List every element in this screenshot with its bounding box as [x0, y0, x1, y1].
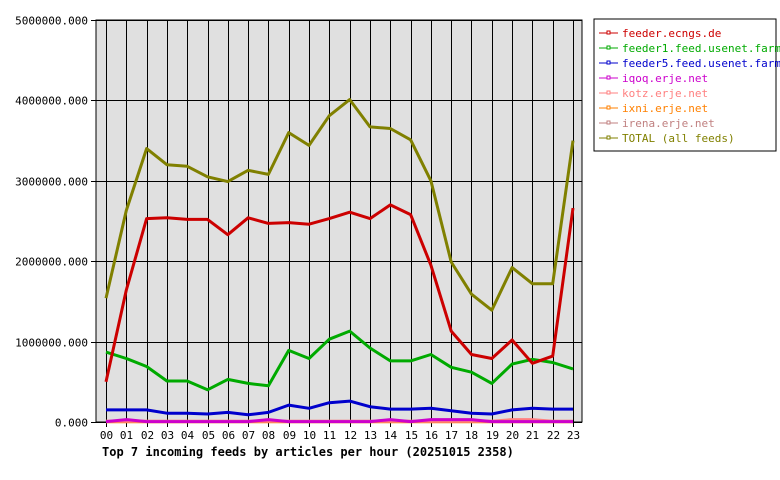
legend-label-0: feeder.ecngs.de: [622, 27, 721, 40]
x-tick-label: 07: [242, 429, 255, 442]
x-tick-label: 06: [222, 429, 235, 442]
x-tick-label: 22: [547, 429, 560, 442]
legend-marker-1: [606, 45, 611, 50]
x-tick-label: 12: [344, 429, 357, 442]
series-line-0: [104, 203, 575, 383]
legend-label-4: kotz.erje.net: [622, 87, 708, 100]
legend-label-5: ixni.erje.net: [622, 102, 708, 115]
plot-area: [95, 19, 583, 423]
legend-marker-6: [606, 120, 611, 125]
x-tick-label: 02: [141, 429, 154, 442]
x-tick-label: 09: [283, 429, 296, 442]
legend-marker-7: [606, 135, 611, 140]
x-tick-label: 11: [323, 429, 336, 442]
legend-label-1: feeder1.feed.usenet.farm: [622, 42, 780, 55]
y-axis: 0.000 1000000.000 2000000.000 3000000.000 40…: [15, 15, 96, 430]
chart-title: Top 7 incoming feeds by articles per hou…: [102, 445, 514, 459]
x-tick-label: 19: [486, 429, 499, 442]
y-tick-label: 0.000: [55, 417, 88, 430]
x-tick-label: 05: [202, 429, 215, 442]
legend-marker-0: [606, 30, 611, 35]
legend-box: [593, 18, 777, 152]
legend-label-7: TOTAL (all feeds): [622, 132, 735, 145]
x-tick-label: 00: [100, 429, 113, 442]
legend-marker-3: [606, 75, 611, 80]
x-tick-label: 17: [445, 429, 458, 442]
x-tick-label: 03: [161, 429, 174, 442]
y-tick-label: 1000000.000: [15, 337, 88, 350]
legend-label-6: irena.erje.net: [622, 117, 715, 130]
y-tick-label: 4000000.000: [15, 95, 88, 108]
x-tick-label: 08: [262, 429, 275, 442]
series-line-3: [105, 418, 573, 424]
legend-marker-5: [606, 105, 611, 110]
y-tick-label: 3000000.000: [15, 176, 88, 189]
x-tick-label: 20: [506, 429, 519, 442]
legend-marker-4: [606, 90, 611, 95]
legend: feeder.ecngs.de feeder1.feed.usenet.farm f…: [593, 18, 780, 152]
x-tick-label: 13: [364, 429, 377, 442]
grid: [96, 20, 582, 427]
x-tick-label: 01: [120, 429, 133, 442]
x-tick-label: 15: [405, 429, 418, 442]
legend-label-2: feeder5.feed.usenet.farm: [622, 57, 780, 70]
x-tick-label: 21: [526, 429, 539, 442]
x-tick-label: 18: [465, 429, 478, 442]
x-tick-label: 14: [384, 429, 398, 442]
series-line-7: [104, 98, 575, 312]
x-tick-label: 04: [181, 429, 195, 442]
x-tick-label: 16: [425, 429, 438, 442]
x-axis: 00 01 02 03 04 05 06 07 08 09 10 11 12 13 14 15 16 17 18 19…: [100, 429, 580, 442]
y-tick-label: 2000000.000: [15, 256, 88, 269]
series-line-1: [105, 329, 574, 392]
y-tick-label: 5000000.000: [15, 15, 88, 28]
legend-label-3: iqoq.erje.net: [622, 72, 708, 85]
series-lines: [104, 98, 575, 424]
x-tick-label: 10: [303, 429, 316, 442]
legend-marker-2: [606, 60, 611, 65]
x-tick-label: 23: [567, 429, 580, 442]
series-line-2: [106, 399, 573, 417]
